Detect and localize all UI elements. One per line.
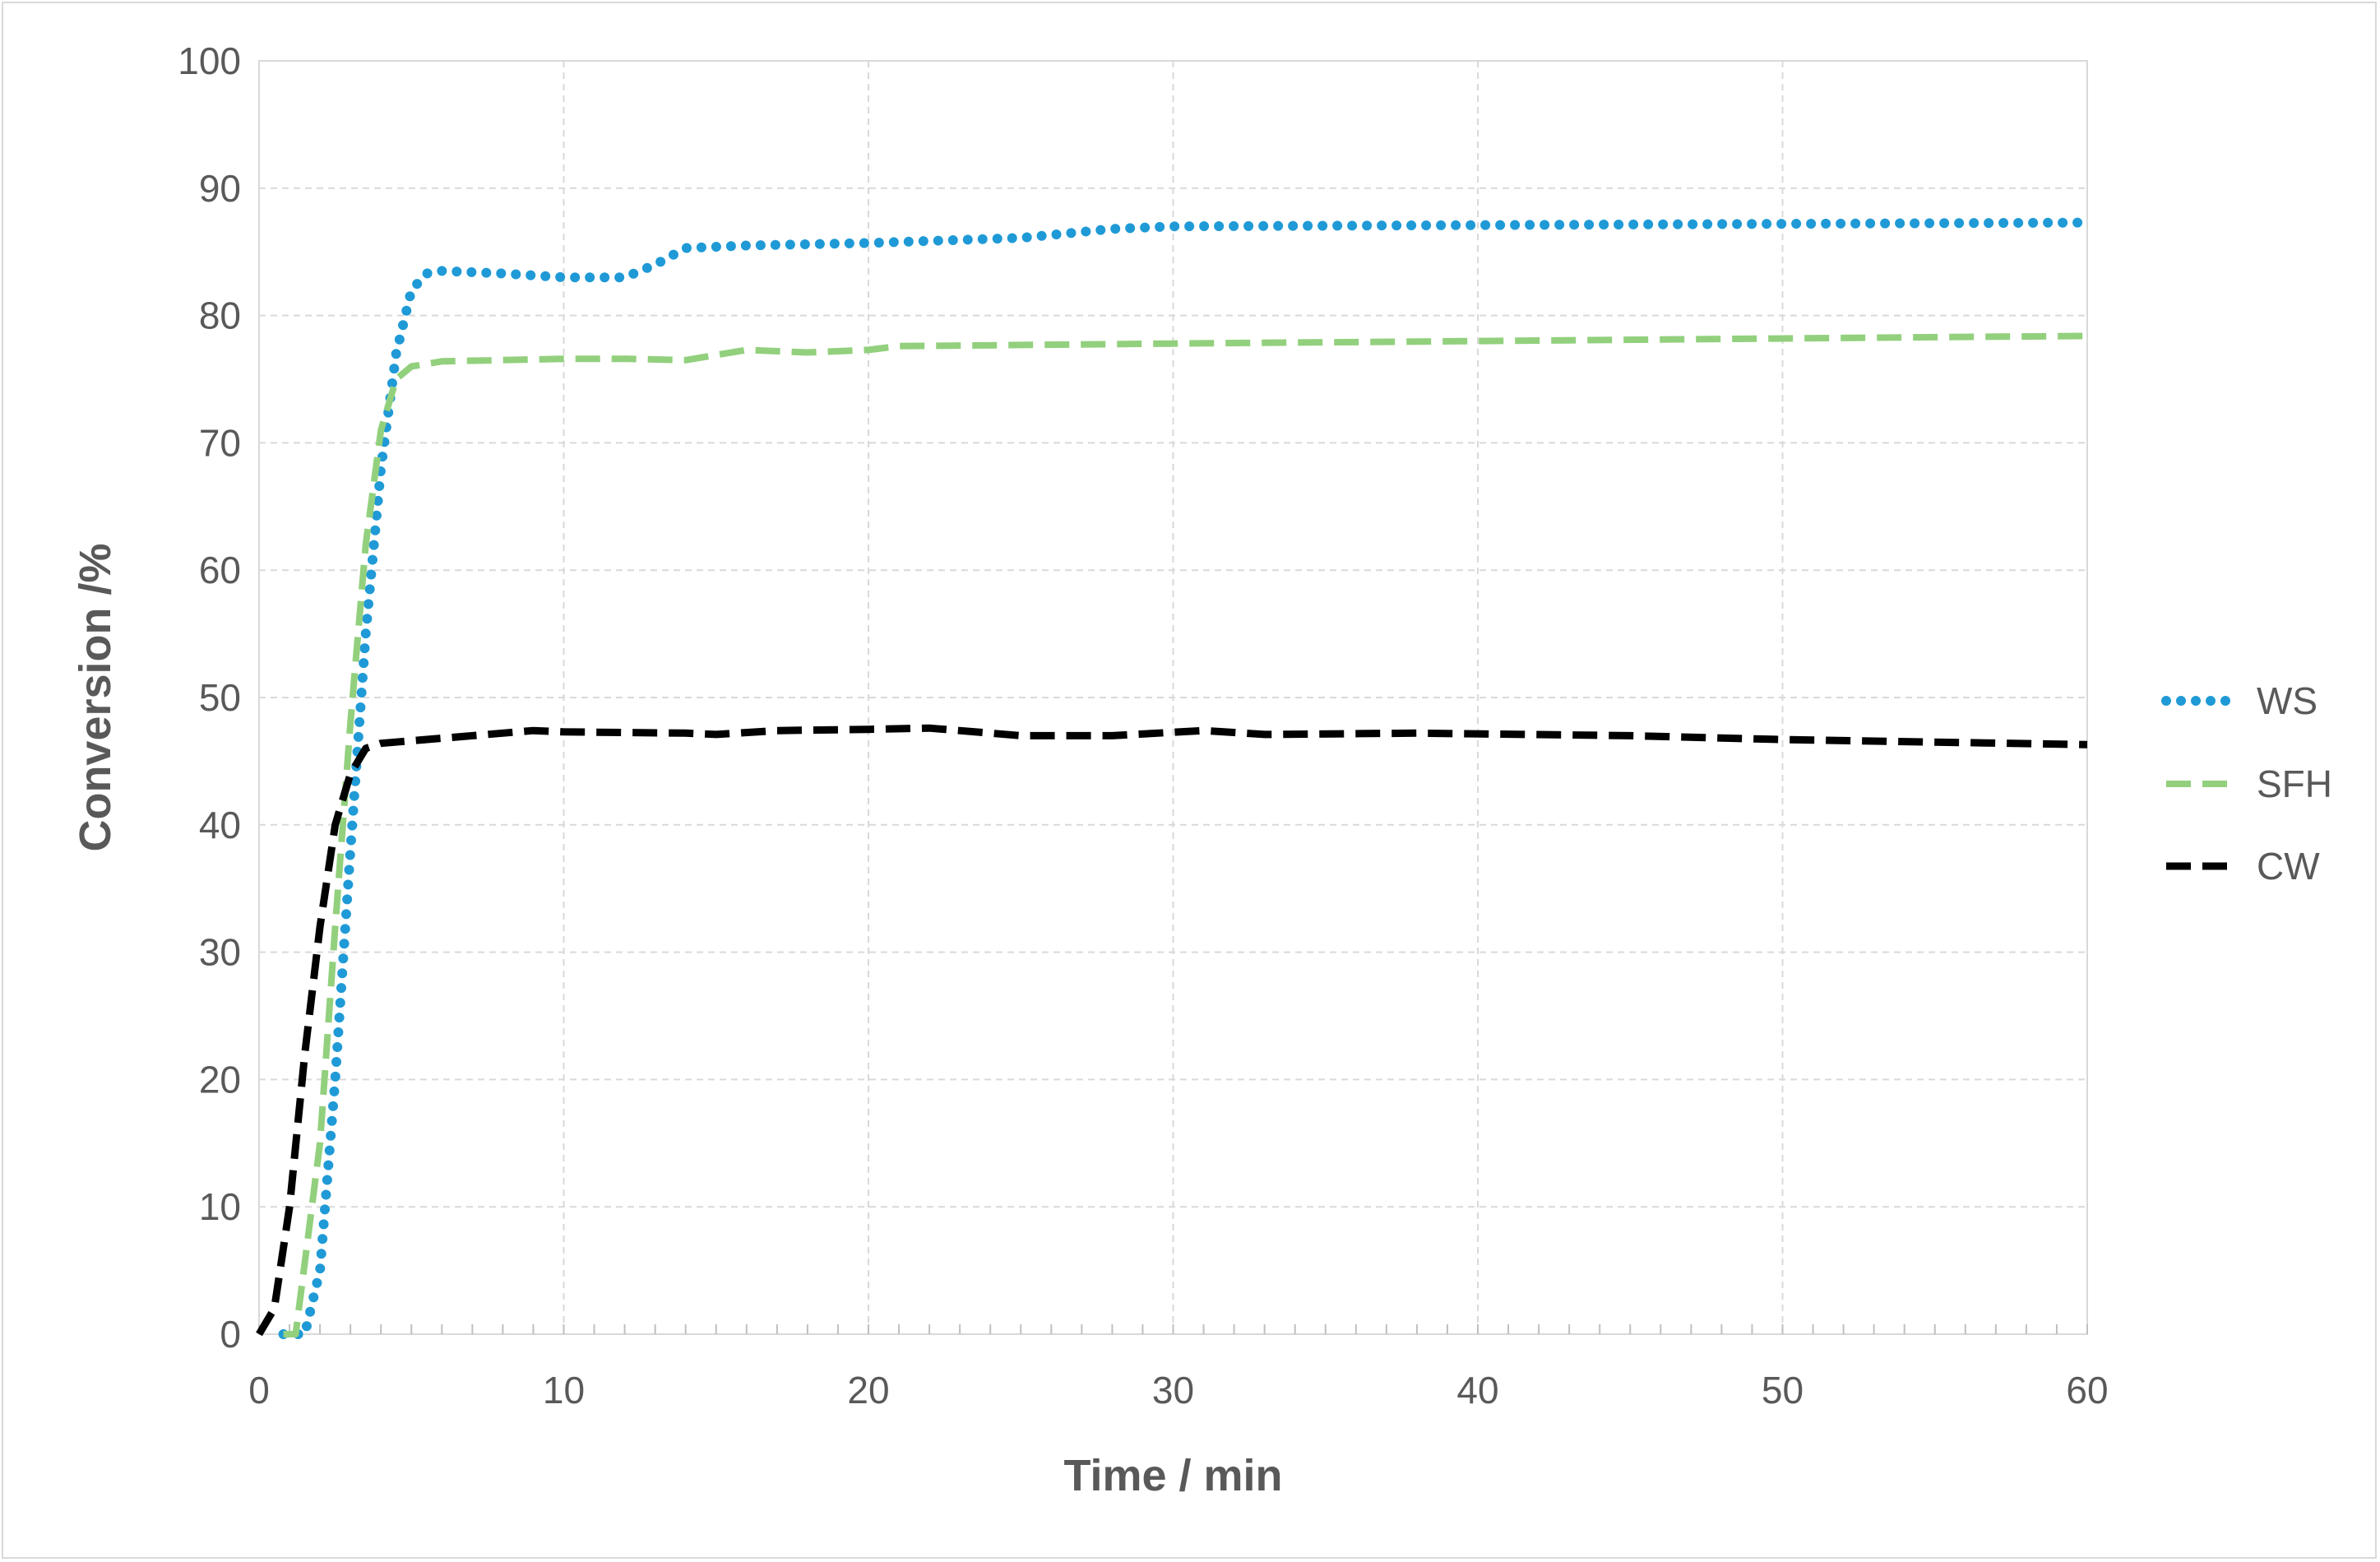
series-line-sfh [283,332,2088,1337]
y-tick-label: 100 [178,39,241,82]
x-tick-label: 30 [1152,1369,1194,1411]
y-tick-label: 90 [199,167,241,210]
legend-label-ws: WS [2257,679,2317,722]
x-tick-label: 60 [2066,1369,2108,1411]
legend-label-cw: CW [2257,845,2320,888]
y-axis-title: Conversion /% [71,543,120,851]
x-tick-label: 50 [1762,1369,1804,1411]
x-tick-label: 0 [248,1369,270,1411]
y-tick-label: 0 [220,1313,241,1356]
y-tick-label: 70 [199,421,241,464]
legend-label-sfh: SFH [2257,762,2332,805]
y-tick-label: 60 [199,549,241,591]
x-tick-label: 20 [847,1369,889,1411]
y-tick-label: 10 [199,1185,241,1228]
x-tick-label: 10 [543,1369,585,1411]
series-line-ws [278,217,2092,1339]
x-axis-title: Time / min [1063,1451,1282,1500]
y-tick-label: 30 [199,931,241,974]
y-tick-label: 80 [199,294,241,337]
line-chart: 0 10 20 30 40 50 60 70 80 90 100 0 10 20 30 40 50 60 Time … [71,39,2332,1500]
y-tick-label: 50 [199,676,241,719]
y-tick-label: 20 [199,1058,241,1101]
y-tick-label: 40 [199,804,241,846]
x-tick-label: 40 [1456,1369,1498,1411]
